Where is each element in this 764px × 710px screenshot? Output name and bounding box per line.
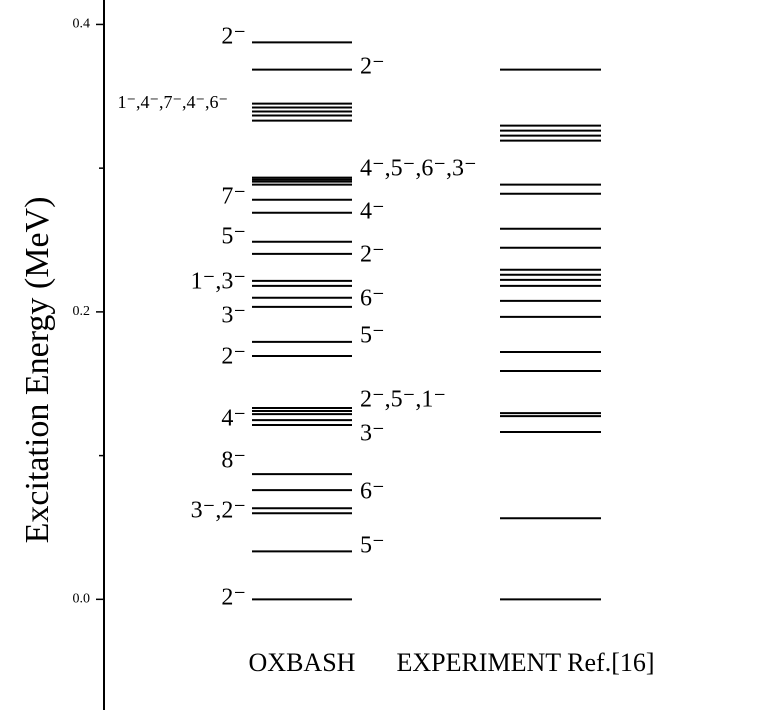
- level-label: 6⁻: [360, 286, 385, 312]
- y-tick-label: 0.0: [73, 592, 91, 607]
- level-label: 2⁻: [360, 54, 385, 80]
- level-label: 3⁻: [360, 421, 385, 447]
- level-label: 4⁻: [221, 406, 246, 432]
- y-tick-label: 0.2: [73, 304, 91, 319]
- level-label: 5⁻: [221, 224, 246, 250]
- level-label: 2⁻: [360, 242, 385, 268]
- level-label: 7⁻: [221, 184, 246, 210]
- column-label: OXBASH: [249, 648, 356, 677]
- level-label: 5⁻: [360, 533, 385, 559]
- level-label: 8⁻: [221, 448, 246, 474]
- y-tick-label: 0.4: [73, 17, 91, 32]
- level-label: 3⁻,2⁻: [191, 498, 246, 524]
- level-label: 2⁻: [221, 344, 246, 370]
- level-label: 4⁻: [360, 199, 385, 225]
- y-axis-label: Excitation Energy (MeV): [19, 197, 56, 544]
- column-label: EXPERIMENT Ref.[16]: [396, 648, 654, 677]
- level-label: 2⁻,5⁻,1⁻: [360, 387, 446, 413]
- level-label: 5⁻: [360, 323, 385, 349]
- level-label: 6⁻: [360, 479, 385, 505]
- level-label: 2⁻: [221, 585, 246, 611]
- level-label: 1⁻,4⁻,7⁻,4⁻,6⁻: [117, 92, 228, 112]
- level-label: 4⁻,5⁻,6⁻,3⁻: [360, 156, 477, 182]
- level-label: 1⁻,3⁻: [191, 269, 246, 295]
- level-label: 2⁻: [221, 24, 246, 50]
- level-label: 3⁻: [221, 303, 246, 329]
